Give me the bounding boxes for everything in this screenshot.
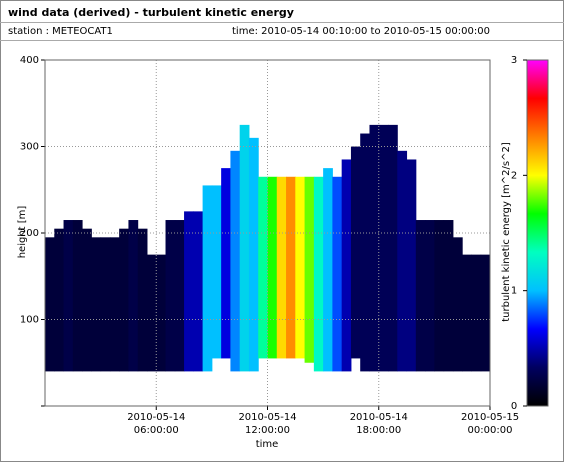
colorbar-label: turbulent kinetic energy [m^2/s^2]	[501, 142, 512, 322]
cell	[388, 124, 398, 372]
cell	[286, 176, 296, 359]
x-tick-label: 2010-05-14 06:00:00	[127, 412, 186, 436]
plot-border	[44, 59, 491, 407]
cell	[230, 150, 241, 372]
cell	[63, 220, 74, 372]
station: station : METEOCAT1	[8, 26, 113, 37]
x-tick-label: 2010-05-15 00:00:00	[460, 412, 520, 436]
cell	[82, 228, 92, 372]
cell	[369, 124, 380, 372]
cell	[471, 254, 482, 372]
cell	[313, 176, 324, 372]
x-axis-label: time	[256, 439, 279, 450]
cells	[45, 124, 491, 372]
cell	[184, 211, 194, 372]
cell	[239, 124, 250, 372]
colorbar	[526, 59, 549, 407]
y-axis-label: height [m]	[17, 206, 28, 259]
x-tick-label: 2010-05-14 18:00:00	[349, 412, 408, 436]
cell	[360, 133, 370, 372]
cell	[202, 185, 213, 372]
cell	[462, 254, 472, 372]
time-range: time: 2010-05-14 00:10:00 to 2010-05-15 …	[232, 26, 490, 37]
cell	[406, 159, 417, 372]
cell	[146, 254, 157, 372]
y-tick-label: 200	[20, 228, 39, 239]
cell	[397, 150, 408, 372]
cell	[267, 176, 278, 359]
colorbar-tick-label: 0	[511, 401, 517, 412]
cell	[174, 220, 185, 372]
cell	[276, 176, 287, 359]
colorbar-tick-label: 2	[511, 170, 517, 181]
cell	[119, 228, 129, 372]
cell	[109, 237, 120, 372]
cell	[480, 254, 491, 372]
cell	[350, 146, 361, 359]
cell	[341, 159, 352, 372]
cell	[248, 137, 259, 372]
cell	[54, 228, 65, 372]
cell	[211, 185, 222, 359]
title: wind data (derived) - turbulent kinetic …	[8, 6, 294, 19]
cell	[221, 168, 231, 359]
cell	[165, 220, 176, 372]
y-tick-label: 400	[20, 55, 39, 66]
cell	[443, 220, 454, 372]
cell	[100, 237, 111, 372]
y-tick-label: 100	[20, 315, 39, 326]
cell	[415, 220, 426, 372]
cell	[156, 254, 167, 372]
colorbar-tick-label: 3	[511, 55, 517, 66]
cell	[137, 228, 148, 372]
cell	[304, 176, 315, 363]
cell	[323, 168, 333, 372]
cell	[295, 176, 306, 359]
cell	[452, 237, 463, 372]
y-tick-label: 300	[20, 142, 39, 153]
cell	[193, 211, 204, 372]
cell	[434, 220, 445, 372]
cell	[45, 237, 55, 372]
colorbar-tick-label: 1	[511, 286, 517, 297]
cell	[128, 220, 139, 372]
cell	[91, 237, 102, 372]
cell	[425, 220, 435, 372]
cell	[332, 176, 343, 372]
cell	[258, 176, 268, 359]
cell	[378, 124, 389, 372]
x-tick-label: 2010-05-14 12:00:00	[238, 412, 297, 436]
cell	[72, 220, 83, 372]
